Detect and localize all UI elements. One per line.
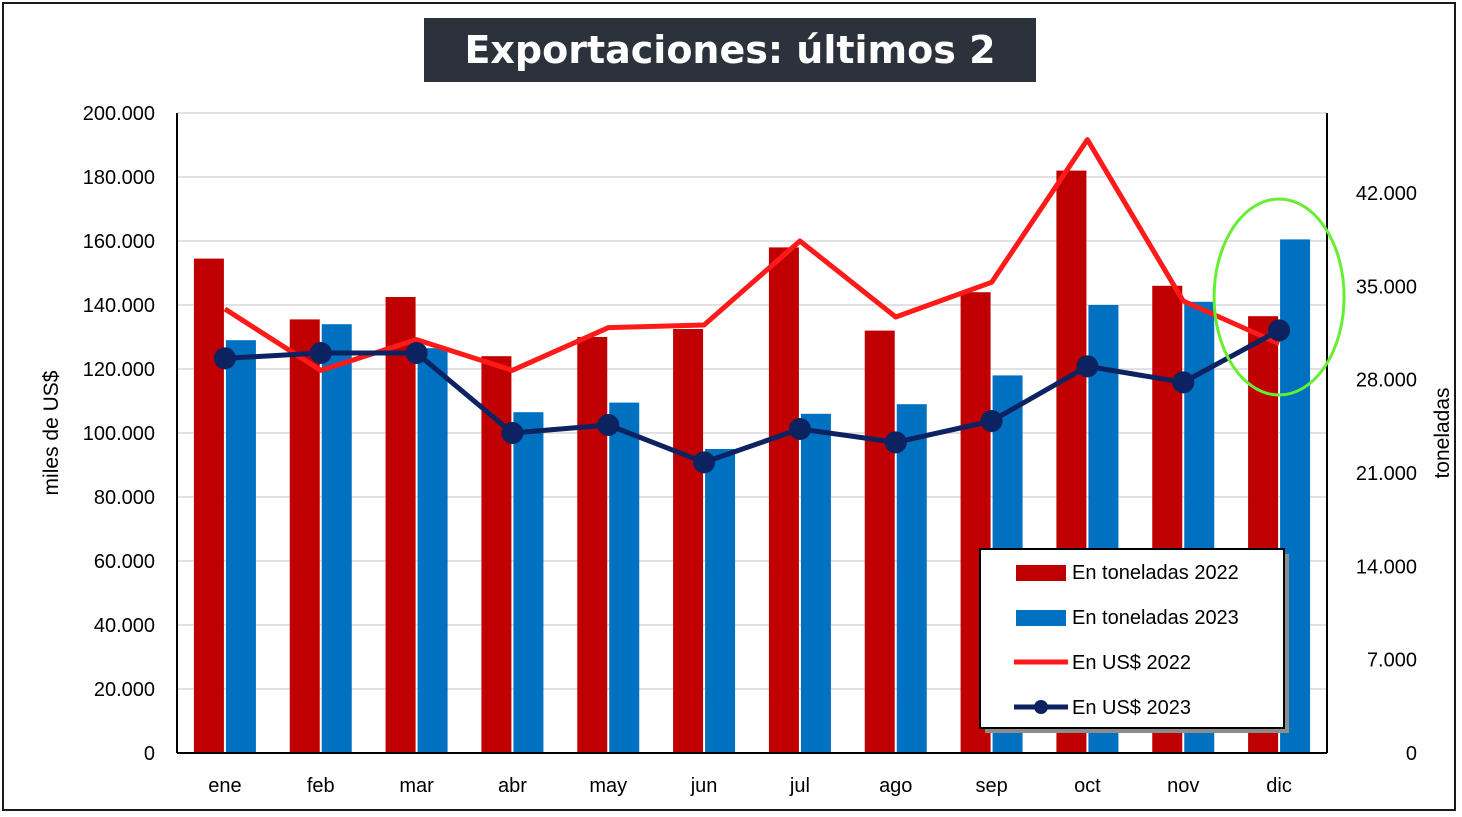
bar-2022-jul [768, 247, 799, 753]
legend-label: En toneladas 2023 [1072, 607, 1239, 629]
bar-2022-ago [864, 330, 895, 753]
bar-2022-abr [481, 356, 512, 753]
bar-2022-mar [385, 297, 416, 753]
y-left-tick-label: 140.000 [83, 295, 155, 317]
bar-2023-mar [417, 348, 448, 753]
bar-2022-may [577, 337, 608, 753]
x-tick-label: nov [1167, 775, 1199, 797]
y-left-tick-label: 180.000 [83, 167, 155, 189]
bar-2023-abr [513, 412, 544, 753]
line-us-2022 [223, 137, 1281, 373]
bar-2022-jun [673, 329, 704, 753]
x-tick-label: abr [498, 775, 527, 797]
x-tick-label: ene [208, 775, 241, 797]
x-tick-label: may [589, 775, 627, 797]
marker-us-2023-abr [501, 422, 524, 444]
axes: 0 20.000 40.000 60.000 80.000 100.000 120.000 1… [40, 103, 1454, 797]
legend-swatch [1016, 610, 1066, 626]
gridlines [177, 112, 1327, 690]
bar-2023-feb [321, 324, 352, 753]
y-left-tick-label: 40.000 [94, 615, 155, 637]
x-tick-label: mar [399, 775, 434, 797]
bar-2023-ene [225, 340, 256, 753]
x-tick-label: feb [307, 775, 335, 797]
y-right-tick-label: 7.000 [1367, 650, 1417, 672]
y-right-tick-label: 42.000 [1356, 183, 1417, 205]
x-tick-label: ago [879, 775, 912, 797]
marker-us-2023-dic [1268, 319, 1291, 342]
legend-label: En US$ 2023 [1072, 697, 1191, 719]
chart-title: Exportaciones: últimos 2 años [424, 18, 1036, 136]
legend-label: En US$ 2022 [1072, 652, 1191, 674]
y-left-axis-title: miles de US$ [40, 370, 63, 495]
y-right-tick-label: 35.000 [1356, 276, 1417, 298]
marker-us-2023-nov [1172, 371, 1195, 394]
bars [193, 170, 1311, 754]
marker-us-2023-jul [788, 418, 811, 440]
x-tick-label: jun [690, 775, 718, 797]
y-right-tick-label: 14.000 [1356, 556, 1417, 578]
x-tick-label: dic [1266, 775, 1292, 797]
bar-2023-may [609, 402, 640, 753]
bar-2023-jul [800, 413, 831, 753]
y-right-axis-title: toneladas [1431, 387, 1454, 478]
y-left-tick-label: 0 [144, 743, 155, 765]
marker-us-2023-sep [980, 410, 1003, 432]
bar-2023-jun [705, 449, 736, 753]
legend-label: En toneladas 2022 [1072, 562, 1239, 584]
legend-marker [1034, 700, 1048, 714]
y-right-tick-label: 21.000 [1356, 463, 1417, 485]
y-left-tick-label: 60.000 [94, 551, 155, 573]
highlight [1212, 197, 1346, 397]
marker-us-2023-jun [693, 451, 716, 474]
highlight-ellipse [1212, 197, 1346, 397]
legend-swatch [1016, 565, 1066, 581]
y-right-tick-label: 28.000 [1356, 370, 1417, 392]
marker-us-2023-ago [884, 431, 907, 454]
y-left-tick-label: 120.000 [83, 359, 155, 381]
legend: En toneladas 2022 En toneladas 2023 En US$… [979, 548, 1289, 733]
bar-2022-feb [289, 319, 320, 753]
line-us-2023 [224, 328, 1281, 465]
marker-us-2023-feb [309, 342, 332, 364]
y-left-tick-label: 80.000 [94, 487, 155, 509]
y-left-tick-label: 100.000 [83, 423, 155, 445]
y-left-tick-label: 160.000 [83, 231, 155, 253]
x-tick-label: sep [975, 775, 1007, 797]
bar-2023-ago [896, 404, 927, 753]
y-left-tick-label: 20.000 [94, 679, 155, 701]
x-tick-label: oct [1074, 775, 1101, 797]
marker-us-2023-oct [1076, 355, 1099, 378]
x-tick-label: jul [789, 775, 810, 797]
marker-us-2023-may [597, 414, 620, 436]
y-right-tick-label: 0 [1406, 743, 1417, 765]
bar-2022-ene [193, 258, 224, 753]
lines [213, 137, 1291, 474]
marker-us-2023-ene [213, 347, 236, 370]
y-left-tick-label: 200.000 [83, 103, 155, 125]
marker-us-2023-mar [405, 342, 428, 364]
